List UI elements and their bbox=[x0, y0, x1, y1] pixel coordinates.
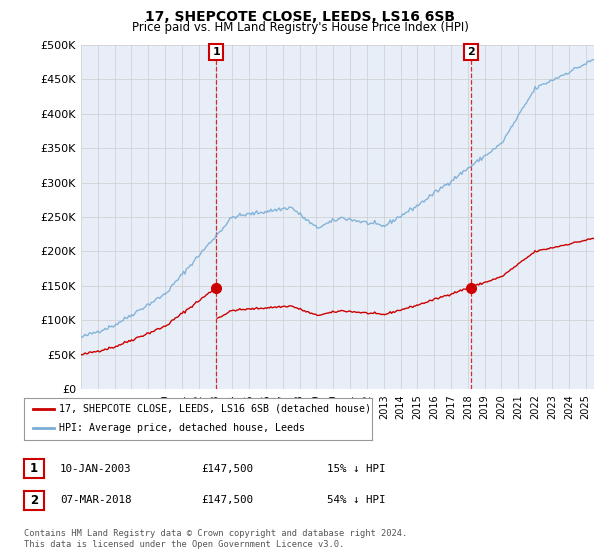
Text: £147,500: £147,500 bbox=[201, 495, 253, 505]
Text: 07-MAR-2018: 07-MAR-2018 bbox=[60, 495, 131, 505]
Text: 2: 2 bbox=[30, 493, 38, 507]
Text: 2: 2 bbox=[467, 47, 475, 57]
Text: 10-JAN-2003: 10-JAN-2003 bbox=[60, 464, 131, 474]
Text: 1: 1 bbox=[212, 47, 220, 57]
Text: 54% ↓ HPI: 54% ↓ HPI bbox=[327, 495, 386, 505]
Text: Contains HM Land Registry data © Crown copyright and database right 2024.: Contains HM Land Registry data © Crown c… bbox=[24, 529, 407, 538]
Text: 15% ↓ HPI: 15% ↓ HPI bbox=[327, 464, 386, 474]
Text: £147,500: £147,500 bbox=[201, 464, 253, 474]
Text: 17, SHEPCOTE CLOSE, LEEDS, LS16 6SB: 17, SHEPCOTE CLOSE, LEEDS, LS16 6SB bbox=[145, 10, 455, 24]
Text: This data is licensed under the Open Government Licence v3.0.: This data is licensed under the Open Gov… bbox=[24, 540, 344, 549]
Text: Price paid vs. HM Land Registry's House Price Index (HPI): Price paid vs. HM Land Registry's House … bbox=[131, 21, 469, 34]
Text: 17, SHEPCOTE CLOSE, LEEDS, LS16 6SB (detached house): 17, SHEPCOTE CLOSE, LEEDS, LS16 6SB (det… bbox=[59, 404, 371, 414]
Text: HPI: Average price, detached house, Leeds: HPI: Average price, detached house, Leed… bbox=[59, 423, 305, 433]
Text: 1: 1 bbox=[30, 462, 38, 475]
